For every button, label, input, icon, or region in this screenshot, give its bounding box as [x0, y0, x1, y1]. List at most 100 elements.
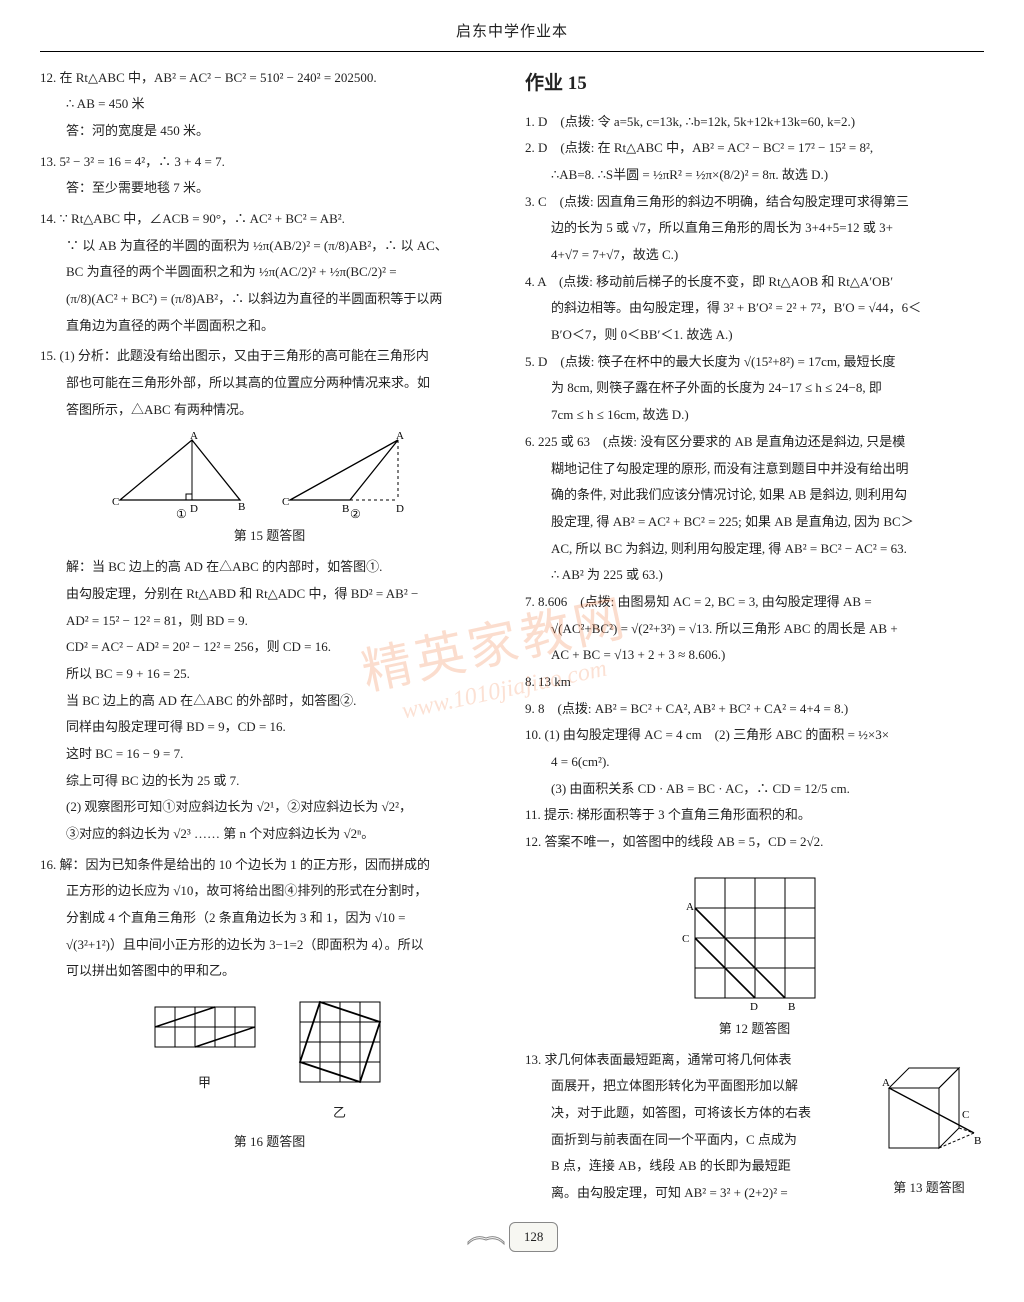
q15-k: 这时 BC = 16 − 9 = 7.	[40, 742, 499, 767]
figure-16-label-b: 乙	[290, 1101, 390, 1126]
q15-f: AD² = 15² − 12² = 81，则 BD = 9.	[40, 609, 499, 634]
svg-text:B: B	[974, 1135, 981, 1147]
q12-line2: ∴ AB = 450 米	[40, 92, 499, 117]
rq7c: AC + BC = √13 + 2 + 3 ≈ 8.606.)	[525, 643, 984, 668]
svg-text:D: D	[750, 1001, 758, 1013]
q15-m: (2) 观察图形可知①对应斜边长为 √2¹，②对应斜边长为 √2²，	[40, 795, 499, 820]
q12-line3: 答：河的宽度是 450 米。	[40, 119, 499, 144]
rq3a: 3. C (点拨: 因直角三角形的斜边不明确，结合勾股定理可求得第三	[525, 190, 984, 215]
rq13f: 离。由勾股定理，可知 AB² = 3² + (2+2)² =	[525, 1181, 864, 1206]
figure-15-caption: 第 15 题答图	[40, 524, 499, 549]
q14-line4: (π/8)(AC² + BC²) = (π/8)AB²，∴ 以斜边为直径的半圆面…	[40, 287, 499, 312]
svg-text:①: ①	[176, 507, 187, 520]
svg-text:D: D	[190, 503, 198, 515]
q15-h: 所以 BC = 9 + 16 = 25.	[40, 662, 499, 687]
q15-l: 综上可得 BC 边的长为 25 或 7.	[40, 769, 499, 794]
homework-title: 作业 15	[525, 66, 984, 102]
q15-n: ③对应的斜边长为 √2³ …… 第 n 个对应斜边长为 √2ⁿ。	[40, 822, 499, 847]
svg-text:B: B	[342, 503, 349, 515]
page-header: 启东中学作业本	[40, 18, 984, 52]
rq13b: 面展开，把立体图形转化为平面图形加以解	[525, 1074, 864, 1099]
svg-text:A: A	[686, 901, 694, 913]
figure-16: 甲 乙	[40, 992, 499, 1125]
q16-d: √(3²+1²)）且中间小正方形的边长为 3−1=2（即面积为 4）。所以	[40, 933, 499, 958]
svg-text:C: C	[682, 933, 689, 945]
q14-line5: 直角边为直径的两个半圆面积之和。	[40, 314, 499, 339]
content-columns: 12. 在 Rt△ABC 中，AB² = AC² − BC² = 510² − …	[40, 66, 984, 1208]
rq5b: 为 8cm, 则筷子露在杯子外面的长度为 24−17 ≤ h ≤ 24−8, 即	[525, 376, 984, 401]
rq13c: 决，对于此题，如答图，可将该长方体的右表	[525, 1101, 864, 1126]
rq5a: 5. D (点拨: 筷子在杯中的最大长度为 √(15²+8²) = 17cm, …	[525, 350, 984, 375]
rq4c: B′O＜7，则 0＜BB′＜1. 故选 A.)	[525, 323, 984, 348]
svg-text:C: C	[112, 496, 119, 508]
rq11: 11. 提示: 梯形面积等于 3 个直角三角形面积的和。	[525, 803, 984, 828]
rq10b: 4 = 6(cm²).	[525, 750, 984, 775]
rq6e: AC, 所以 BC 为斜边, 则利用勾股定理, 得 AB² = BC² − AC…	[525, 537, 984, 562]
figure-13-caption: 第 13 题答图	[874, 1176, 984, 1201]
book-icon	[466, 1230, 506, 1246]
svg-text:B: B	[788, 1001, 795, 1013]
rq8: 8. 13 km	[525, 670, 984, 695]
rq6a: 6. 225 或 63 (点拨: 没有区分要求的 AB 是直角边还是斜边, 只是…	[525, 430, 984, 455]
rq6f: ∴ AB² 为 225 或 63.)	[525, 563, 984, 588]
figure-15-svg-2: A C B D ②	[280, 430, 430, 520]
page-footer: 128	[40, 1222, 984, 1253]
q15-e: 由勾股定理，分别在 Rt△ABD 和 Rt△ADC 中，得 BD² = AB² …	[40, 582, 499, 607]
figure-16-svg-2	[290, 992, 390, 1092]
q15-line1: 15. (1) 分析：此题没有给出图示，又由于三角形的高可能在三角形内	[40, 344, 499, 369]
rq4b: 的斜边相等。由勾股定理，得 3² + B′O² = 2² + 7²，B′O = …	[525, 296, 984, 321]
q15-g: CD² = AC² − AD² = 20² − 12² = 256，则 CD =…	[40, 635, 499, 660]
figure-12-caption: 第 12 题答图	[525, 1017, 984, 1042]
figure-12: A C D B	[525, 863, 984, 1013]
figure-16-svg-1	[150, 992, 260, 1062]
q15-j: 同样由勾股定理可得 BD = 9，CD = 16.	[40, 715, 499, 740]
rq12: 12. 答案不唯一，如答图中的线段 AB = 5，CD = 2√2.	[525, 830, 984, 855]
rq5c: 7cm ≤ h ≤ 16cm, 故选 D.)	[525, 403, 984, 428]
q13-line1: 13. 5² − 3² = 16 = 4²，∴ 3 + 4 = 7.	[40, 150, 499, 175]
rq9: 9. 8 (点拨: AB² = BC² + CA², AB² + BC² + C…	[525, 697, 984, 722]
q15-d: 解：当 BC 边上的高 AD 在△ABC 的内部时，如答图①.	[40, 555, 499, 580]
q15-line2: 部也可能在三角形外部，所以其高的位置应分两种情况来求。如	[40, 371, 499, 396]
q12-line1: 12. 在 Rt△ABC 中，AB² = AC² − BC² = 510² − …	[40, 66, 499, 91]
svg-text:C: C	[282, 496, 289, 508]
svg-text:A: A	[882, 1077, 890, 1089]
page-number: 128	[509, 1222, 559, 1253]
rq1: 1. D (点拨: 令 a=5k, c=13k, ∴b=12k, 5k+12k+…	[525, 110, 984, 135]
q15-i: 当 BC 边上的高 AD 在△ABC 的外部时，如答图②.	[40, 689, 499, 714]
rq10a: 10. (1) 由勾股定理得 AC = 4 cm (2) 三角形 ABC 的面积…	[525, 723, 984, 748]
q14-line1: 14. ∵ Rt△ABC 中，∠ACB = 90°，∴ AC² + BC² = …	[40, 207, 499, 232]
svg-text:B: B	[238, 501, 245, 513]
svg-text:C: C	[962, 1109, 969, 1121]
rq6d: 股定理, 得 AB² = AC² + BC² = 225; 如果 AB 是直角边…	[525, 510, 984, 535]
rq13e: B 点，连接 AB，线段 AB 的长即为最短距	[525, 1154, 864, 1179]
figure-15: A C B D ① A C B D ②	[40, 430, 499, 520]
q16-b: 正方形的边长应为 √10，故可将给出图④排列的形式在分割时，	[40, 879, 499, 904]
rq4a: 4. A (点拨: 移动前后梯子的长度不变，即 Rt△AOB 和 Rt△A′OB…	[525, 270, 984, 295]
q16-c: 分割成 4 个直角三角形（2 条直角边长为 3 和 1，因为 √10 =	[40, 906, 499, 931]
svg-text:②: ②	[350, 507, 361, 520]
rq2b: ∴AB=8. ∴S半圆 = ½πR² = ½π×(8/2)² = 8π. 故选 …	[525, 163, 984, 188]
figure-15-svg-1: A C B D ①	[110, 430, 250, 520]
rq13a: 13. 求几何体表面最短距离，通常可将几何体表	[525, 1048, 864, 1073]
figure-12-svg: A C D B	[680, 863, 830, 1013]
rq10c: (3) 由面积关系 CD · AB = BC · AC，∴ CD = 12/5 …	[525, 777, 984, 802]
q16-a: 16. 解：因为已知条件是给出的 10 个边长为 1 的正方形，因而拼成的	[40, 853, 499, 878]
svg-text:D: D	[396, 503, 404, 515]
rq2a: 2. D (点拨: 在 Rt△ABC 中，AB² = AC² − BC² = 1…	[525, 136, 984, 161]
right-column: 作业 15 1. D (点拨: 令 a=5k, c=13k, ∴b=12k, 5…	[525, 66, 984, 1208]
svg-text:A: A	[190, 430, 198, 442]
rq6b: 糊地记住了勾股定理的原形, 而没有注意到题目中并没有给出明	[525, 457, 984, 482]
figure-16-label-a: 甲	[150, 1071, 260, 1096]
rq6c: 确的条件, 对此我们应该分情况讨论, 如果 AB 是斜边, 则利用勾	[525, 483, 984, 508]
figure-16-caption: 第 16 题答图	[40, 1130, 499, 1155]
rq3c: 4+√7 = 7+√7，故选 C.)	[525, 243, 984, 268]
q15-line3: 答图所示，△ABC 有两种情况。	[40, 398, 499, 423]
rq3b: 边的长为 5 或 √7，所以直角三角形的周长为 3+4+5=12 或 3+	[525, 216, 984, 241]
q16-e: 可以拼出如答图中的甲和乙。	[40, 959, 499, 984]
rq7a: 7. 8.606 (点拨: 由图易知 AC = 2, BC = 3, 由勾股定理…	[525, 590, 984, 615]
q13-line2: 答：至少需要地毯 7 米。	[40, 176, 499, 201]
svg-text:A: A	[396, 430, 404, 442]
q14-line3: BC 为直径的两个半圆面积之和为 ½π(AC/2)² + ½π(BC/2)² =	[40, 260, 499, 285]
figure-13-svg: A C B	[874, 1048, 984, 1168]
left-column: 12. 在 Rt△ABC 中，AB² = AC² − BC² = 510² − …	[40, 66, 499, 1208]
